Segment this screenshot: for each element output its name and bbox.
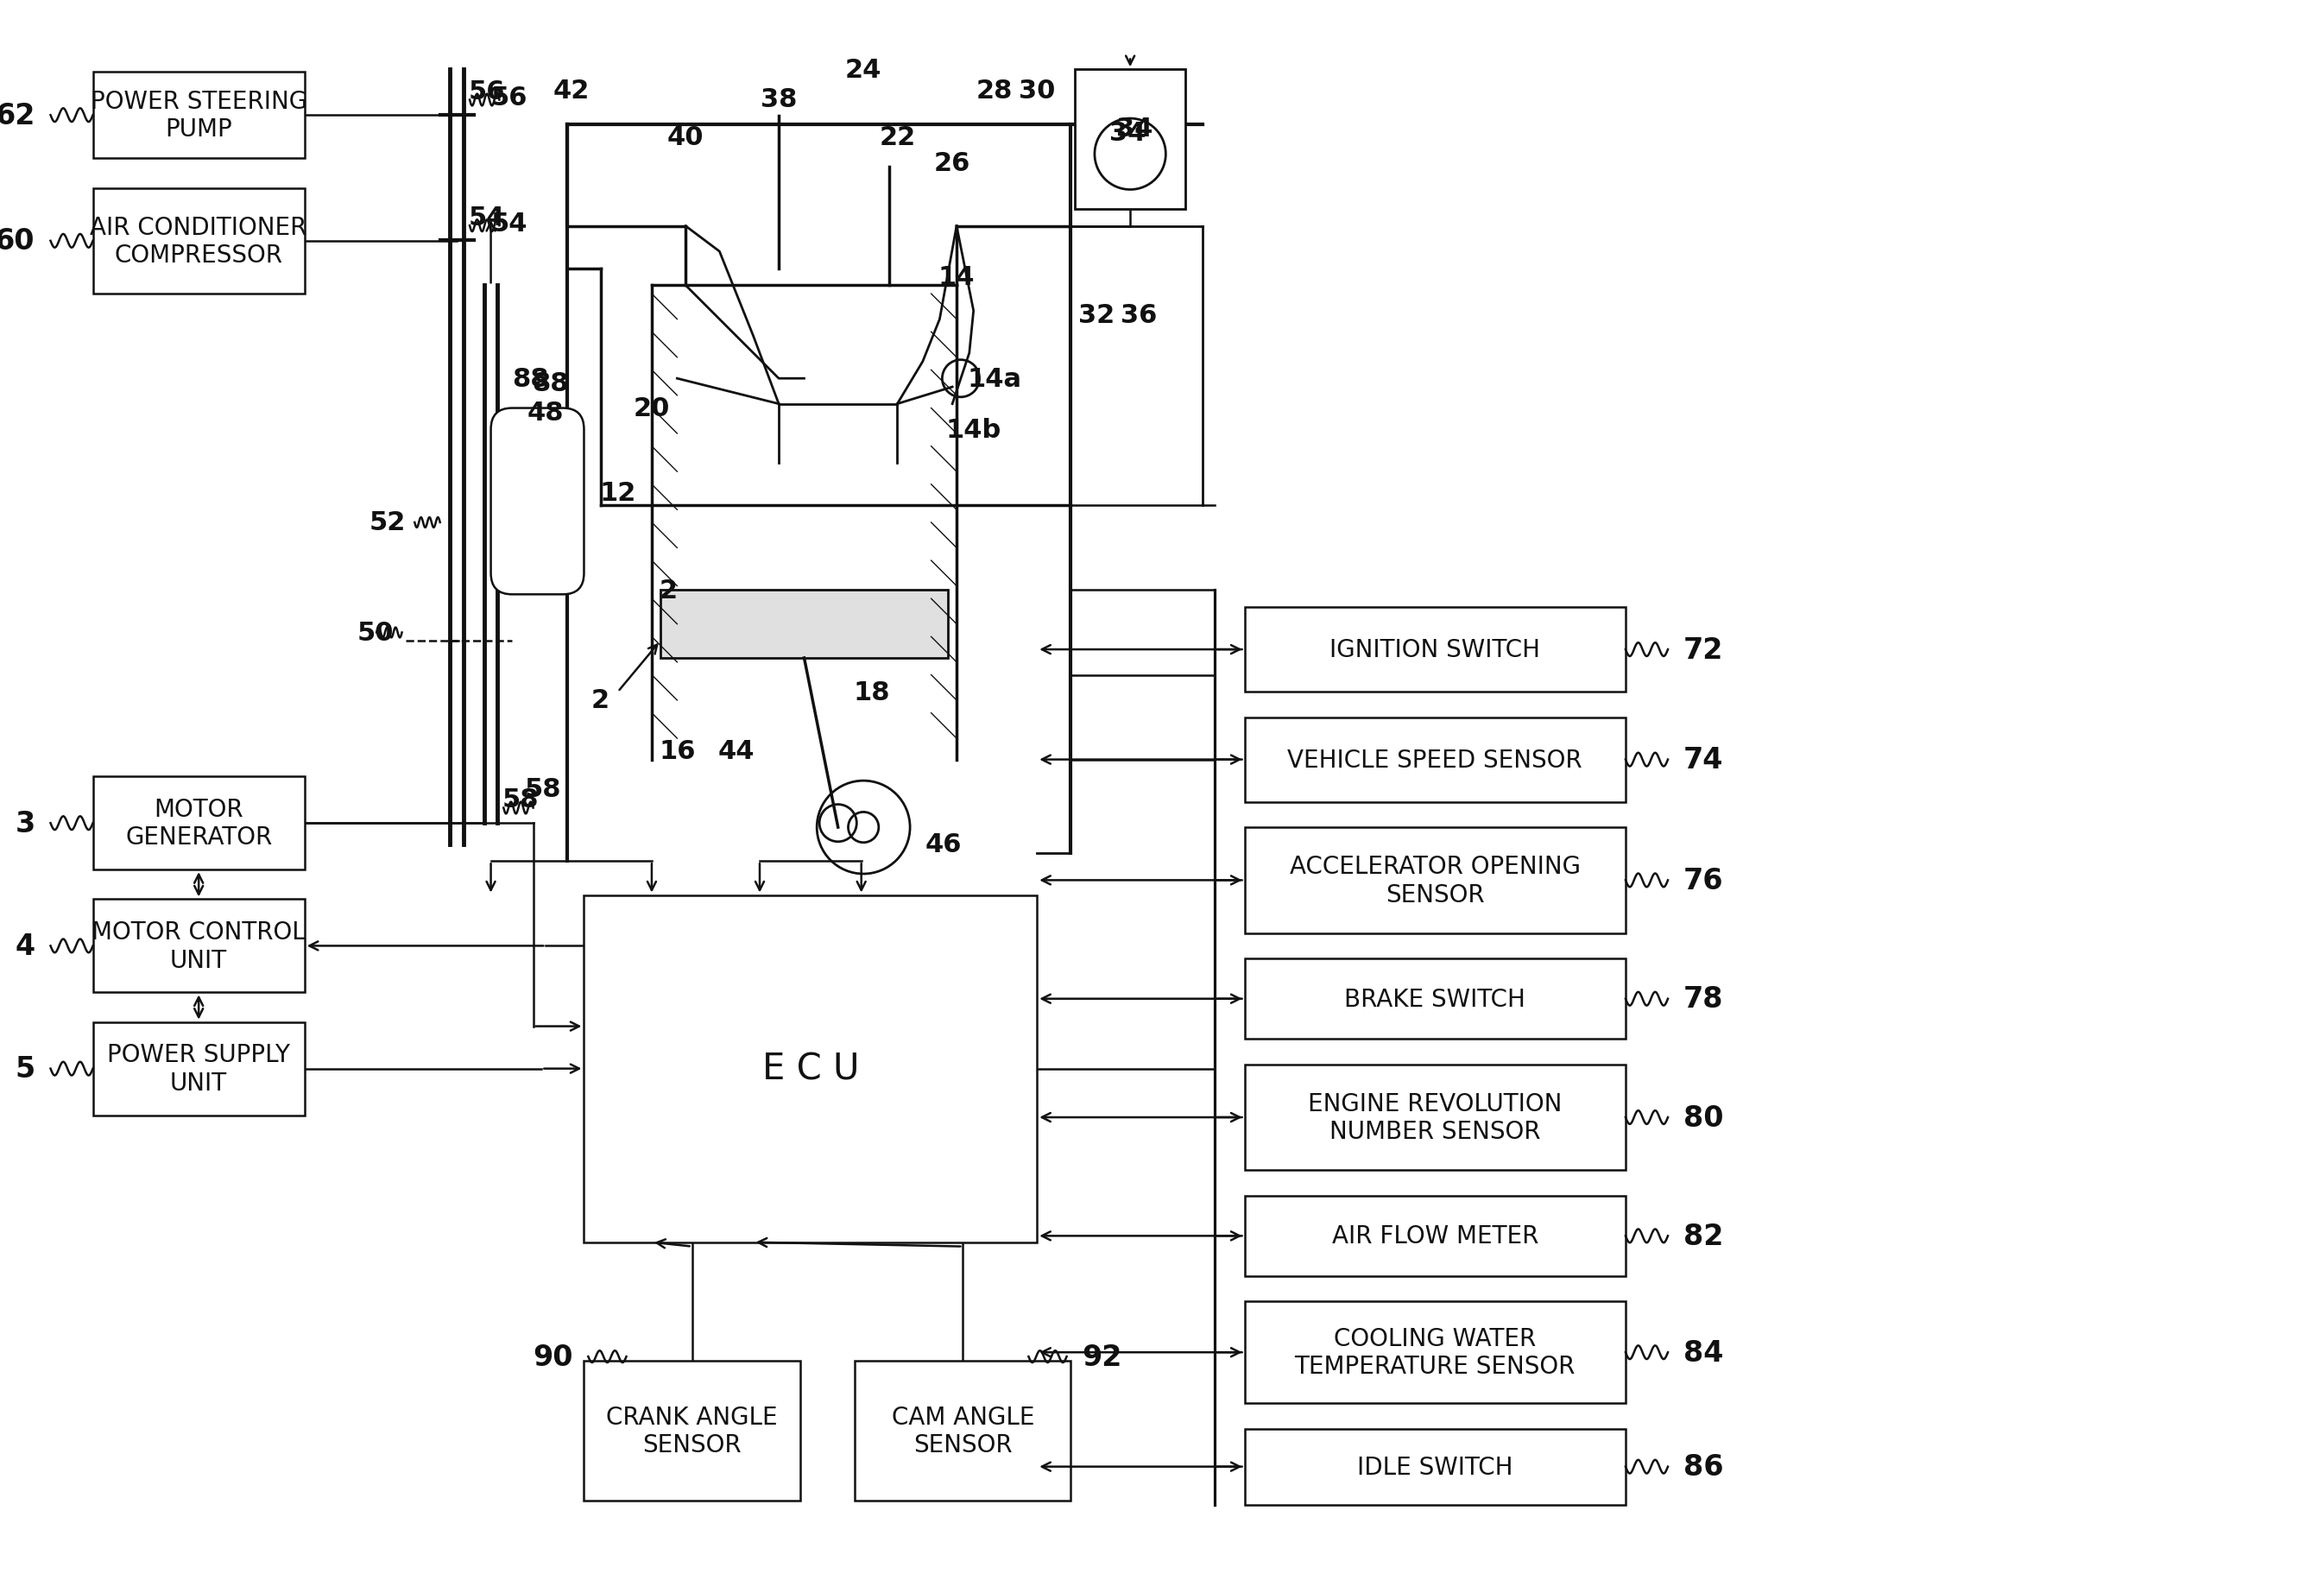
FancyBboxPatch shape [93, 72, 304, 159]
FancyBboxPatch shape [1243, 1429, 1624, 1505]
Text: MOTOR
GENERATOR: MOTOR GENERATOR [125, 798, 272, 850]
Text: 12: 12 [600, 480, 637, 505]
Text: 14b: 14b [946, 417, 1002, 442]
Text: 2: 2 [660, 578, 679, 603]
Text: 14a: 14a [967, 367, 1023, 392]
Text: 38: 38 [760, 87, 797, 112]
Text: 58: 58 [525, 778, 562, 803]
Text: 14: 14 [939, 264, 976, 290]
Text: 24: 24 [846, 58, 881, 82]
Text: VEHICLE SPEED SENSOR: VEHICLE SPEED SENSOR [1287, 748, 1583, 771]
Text: 16: 16 [658, 738, 695, 763]
FancyBboxPatch shape [1243, 828, 1624, 933]
Text: 30: 30 [1018, 79, 1055, 104]
Text: 34: 34 [1116, 116, 1153, 142]
Text: 52: 52 [370, 510, 407, 535]
Text: E C U: E C U [762, 1051, 860, 1088]
FancyBboxPatch shape [660, 590, 948, 658]
FancyBboxPatch shape [1243, 1302, 1624, 1402]
Text: AIR FLOW METER: AIR FLOW METER [1332, 1225, 1538, 1248]
Text: 28: 28 [976, 79, 1013, 104]
Text: 4: 4 [16, 932, 35, 960]
Text: ACCELERATOR OPENING
SENSOR: ACCELERATOR OPENING SENSOR [1290, 855, 1580, 907]
Text: 2: 2 [590, 688, 609, 713]
Text: 84: 84 [1683, 1338, 1722, 1366]
Text: 32: 32 [1078, 304, 1116, 327]
FancyBboxPatch shape [490, 409, 583, 595]
Text: 76: 76 [1683, 866, 1724, 894]
Text: 56: 56 [467, 80, 504, 104]
Text: BRAKE SWITCH: BRAKE SWITCH [1343, 987, 1525, 1011]
Text: IGNITION SWITCH: IGNITION SWITCH [1329, 637, 1541, 663]
Text: COOLING WATER
TEMPERATURE SENSOR: COOLING WATER TEMPERATURE SENSOR [1294, 1327, 1576, 1379]
FancyBboxPatch shape [93, 778, 304, 870]
Text: 48: 48 [528, 400, 565, 425]
Text: 54: 54 [490, 211, 528, 236]
Text: CRANK ANGLE
SENSOR: CRANK ANGLE SENSOR [607, 1404, 779, 1458]
Text: 5: 5 [16, 1055, 35, 1083]
Text: 36: 36 [1120, 304, 1157, 327]
FancyBboxPatch shape [1243, 608, 1624, 693]
Text: 90: 90 [532, 1343, 574, 1371]
Text: 26: 26 [934, 151, 971, 176]
Text: 62: 62 [0, 102, 35, 131]
Text: 56: 56 [490, 85, 528, 110]
FancyBboxPatch shape [855, 1362, 1071, 1500]
Text: 40: 40 [667, 126, 704, 150]
Text: 80: 80 [1683, 1103, 1724, 1132]
FancyBboxPatch shape [1076, 71, 1185, 209]
Text: 92: 92 [1083, 1343, 1122, 1371]
Text: 20: 20 [634, 397, 669, 422]
Text: 34: 34 [1109, 121, 1146, 146]
Text: 3: 3 [16, 809, 35, 837]
FancyBboxPatch shape [1243, 718, 1624, 803]
Text: 86: 86 [1683, 1453, 1724, 1481]
Text: MOTOR CONTROL
UNIT: MOTOR CONTROL UNIT [91, 921, 307, 973]
Text: 42: 42 [553, 79, 590, 104]
FancyBboxPatch shape [1243, 1196, 1624, 1277]
Text: 54: 54 [467, 205, 504, 230]
Text: 46: 46 [925, 833, 962, 858]
Text: ENGINE REVOLUTION
NUMBER SENSOR: ENGINE REVOLUTION NUMBER SENSOR [1308, 1091, 1562, 1144]
Text: 22: 22 [878, 126, 916, 150]
Text: 88: 88 [511, 367, 548, 392]
Text: 72: 72 [1683, 636, 1722, 664]
FancyBboxPatch shape [583, 1362, 799, 1500]
Text: IDLE SWITCH: IDLE SWITCH [1357, 1454, 1513, 1478]
Text: 88: 88 [532, 371, 569, 395]
FancyBboxPatch shape [1243, 959, 1624, 1039]
Text: CAM ANGLE
SENSOR: CAM ANGLE SENSOR [892, 1404, 1034, 1458]
Text: 74: 74 [1683, 746, 1722, 774]
Text: AIR CONDITIONER
COMPRESSOR: AIR CONDITIONER COMPRESSOR [91, 216, 307, 268]
Text: POWER SUPPLY
UNIT: POWER SUPPLY UNIT [107, 1044, 290, 1096]
Text: 44: 44 [718, 738, 755, 763]
FancyBboxPatch shape [93, 189, 304, 294]
Text: 18: 18 [853, 680, 890, 705]
FancyBboxPatch shape [1243, 1064, 1624, 1171]
Text: 82: 82 [1683, 1221, 1722, 1250]
Text: 58: 58 [502, 787, 539, 812]
FancyBboxPatch shape [93, 900, 304, 993]
Text: 60: 60 [0, 227, 35, 255]
Text: POWER STEERING
PUMP: POWER STEERING PUMP [91, 90, 307, 142]
Text: 50: 50 [358, 620, 393, 645]
FancyBboxPatch shape [93, 1022, 304, 1116]
FancyBboxPatch shape [583, 896, 1037, 1242]
Text: 78: 78 [1683, 985, 1724, 1014]
